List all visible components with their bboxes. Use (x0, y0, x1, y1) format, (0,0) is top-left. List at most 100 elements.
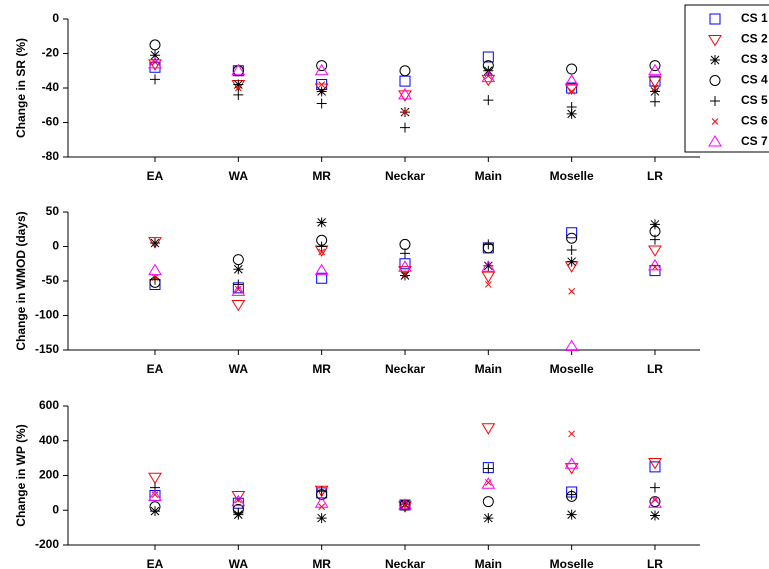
marker (651, 84, 659, 92)
marker (314, 496, 329, 508)
marker (318, 81, 326, 88)
marker (483, 513, 494, 524)
marker (399, 270, 410, 281)
x-tick-label: LR (647, 169, 663, 183)
x-tick-label: Neckar (385, 169, 425, 183)
marker (398, 87, 412, 100)
marker (649, 225, 661, 237)
legend-marker (709, 13, 721, 25)
x-tick-label: MR (312, 169, 331, 183)
marker (483, 239, 494, 250)
y-tick-label: 200 (39, 468, 59, 482)
y-tick-label: -50 (42, 273, 60, 287)
y-tick-label: 0 (52, 502, 59, 516)
legend-label: CS 5 (741, 93, 768, 107)
marker (566, 256, 577, 267)
marker (318, 248, 326, 256)
marker (151, 58, 159, 66)
marker (399, 122, 410, 133)
marker (316, 513, 327, 524)
marker (314, 263, 329, 276)
marker (649, 75, 661, 87)
y-tick-label: -60 (42, 115, 60, 129)
marker (566, 232, 578, 244)
marker (149, 276, 161, 288)
x-tick-label: WA (229, 169, 249, 183)
marker (233, 79, 244, 90)
marker (482, 242, 494, 254)
x-tick-label: Neckar (385, 557, 425, 569)
marker (232, 254, 244, 266)
marker (483, 95, 494, 106)
x-tick-label: Main (475, 557, 502, 569)
marker (566, 108, 577, 119)
marker (481, 70, 496, 83)
marker (564, 457, 579, 469)
marker (398, 498, 412, 510)
marker (399, 75, 411, 87)
axis (67, 212, 700, 351)
y-tick-label: 0 (52, 11, 59, 25)
x-tick-label: LR (647, 557, 663, 569)
marker (481, 271, 496, 284)
legend-marker (708, 135, 722, 147)
x-tick-label: WA (229, 557, 249, 569)
marker (231, 284, 246, 296)
marker (151, 274, 159, 281)
marker (398, 90, 412, 102)
marker (648, 63, 662, 76)
marker (648, 258, 662, 271)
marker (566, 509, 577, 520)
marker (399, 239, 411, 250)
marker (484, 72, 492, 80)
marker (398, 260, 412, 272)
marker (234, 285, 242, 293)
marker (568, 88, 576, 95)
legend-marker (709, 75, 721, 86)
x-tick-label: EA (147, 362, 164, 376)
marker (316, 241, 327, 252)
marker (149, 501, 161, 513)
marker (481, 423, 496, 435)
marker (649, 496, 661, 507)
legend-label: CS 7 (741, 134, 768, 148)
marker (648, 245, 662, 257)
marker (316, 272, 328, 284)
marker (316, 98, 327, 109)
marker (483, 463, 494, 474)
x-tick-label: Main (475, 169, 502, 183)
marker (564, 339, 579, 352)
legend-marker (711, 118, 719, 125)
axis (67, 406, 700, 546)
marker (233, 89, 244, 100)
marker (148, 56, 162, 69)
marker (149, 61, 161, 73)
legend-label: CS 1 (741, 11, 768, 25)
marker (649, 234, 660, 245)
marker (651, 263, 659, 271)
y-axis-label: Change in WP (%) (14, 424, 28, 526)
marker (316, 217, 327, 228)
marker (151, 491, 159, 498)
marker (481, 74, 496, 87)
axis (67, 19, 700, 158)
y-tick-label: 600 (39, 398, 59, 412)
x-tick-label: Moselle (550, 362, 594, 376)
marker (649, 219, 660, 230)
y-tick-label: -20 (42, 46, 60, 60)
marker (234, 496, 242, 504)
marker (484, 281, 492, 288)
marker (566, 489, 577, 500)
y-tick-label: -80 (42, 149, 60, 163)
marker (234, 84, 242, 92)
x-tick-label: LR (647, 362, 663, 376)
marker (316, 86, 327, 97)
marker (482, 51, 494, 63)
x-tick-label: Main (475, 362, 502, 376)
marker (649, 482, 660, 493)
marker (399, 65, 411, 77)
legend-marker (708, 35, 722, 47)
marker (231, 299, 246, 312)
marker (568, 287, 576, 295)
